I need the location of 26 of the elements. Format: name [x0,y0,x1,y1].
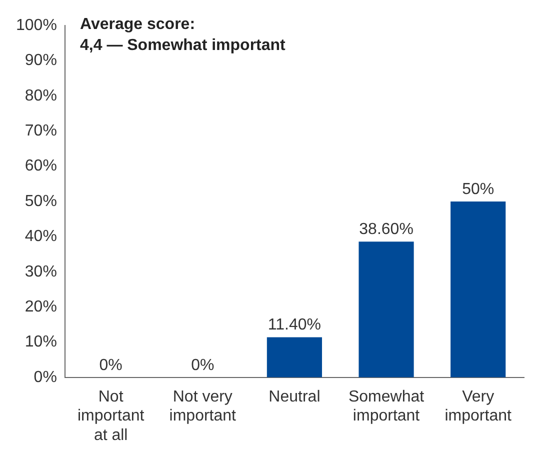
data-label: 38.60% [359,221,414,238]
y-tick-label: 0% [34,368,57,386]
x-tick-label: Not important at all [77,388,145,444]
bar [266,337,322,378]
bar [358,242,414,378]
y-tick-label: 60% [24,158,57,175]
y-tick-label: 70% [24,122,57,140]
y-tick-label: 10% [24,334,57,351]
chart-title: Average score: [80,15,196,35]
data-label: 11.40% [268,316,321,334]
x-tick-label: Not very important [169,388,237,425]
y-tick-label: 20% [24,298,57,316]
y-tick-label: 30% [24,263,57,280]
y-tick-label: 50% [24,192,57,210]
y-tick-label: 40% [24,228,57,246]
data-label: 50% [462,180,494,198]
y-tick-label: 80% [24,87,57,104]
x-tick-label: Neutral [268,388,320,406]
data-label: 0% [191,356,214,374]
bar [450,202,506,378]
x-tick-label: Very important [444,388,512,425]
data-label: 0% [99,356,122,374]
y-tick-label: 100% [16,17,57,34]
text: 4,4 — Somewhat important [80,36,286,56]
x-tick-label: Somewhat important [348,388,425,425]
y-tick-label: 90% [24,52,57,70]
